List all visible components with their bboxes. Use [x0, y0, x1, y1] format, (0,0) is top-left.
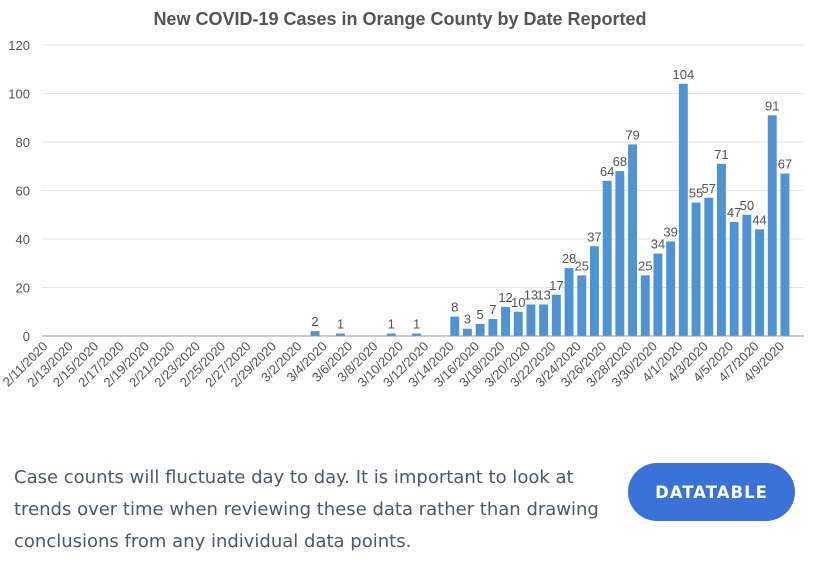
bar — [717, 163, 726, 336]
bars — [310, 83, 790, 336]
data-label: 91 — [765, 98, 779, 113]
y-tick-label: 80 — [16, 135, 30, 150]
data-label: 1 — [388, 317, 395, 332]
bar — [729, 222, 739, 336]
y-tick-label: 0 — [23, 329, 30, 344]
data-label: 25 — [575, 258, 589, 273]
bar — [386, 333, 396, 336]
data-label: 2 — [311, 314, 318, 329]
data-label: 50 — [740, 198, 754, 213]
data-label: 68 — [613, 154, 627, 169]
bar — [704, 197, 714, 336]
data-label: 12 — [498, 290, 512, 305]
y-tick-label: 120 — [8, 38, 30, 53]
bar — [628, 144, 637, 336]
data-label: 5 — [477, 307, 484, 322]
data-label: 55 — [689, 186, 703, 201]
bar-chart: New COVID-19 Cases in Orange County by D… — [0, 9, 804, 391]
data-label: 47 — [727, 205, 741, 220]
bar — [475, 323, 485, 336]
bar — [742, 214, 752, 336]
data-label: 57 — [702, 181, 716, 196]
bar — [450, 316, 460, 336]
data-label: 1 — [337, 317, 344, 332]
bar — [336, 333, 345, 336]
data-label: 34 — [651, 237, 665, 252]
y-tick-label: 100 — [8, 87, 30, 102]
data-label: 25 — [638, 258, 652, 273]
bar — [691, 202, 701, 336]
data-label: 13 — [536, 287, 550, 302]
bar — [501, 306, 510, 336]
y-tick-label: 60 — [16, 184, 30, 199]
bar — [640, 275, 650, 336]
chart-container: New COVID-19 Cases in Orange County by D… — [0, 9, 804, 391]
data-label: 44 — [752, 212, 766, 227]
bar — [488, 319, 498, 336]
bar — [615, 171, 625, 336]
data-labels: 2 1 1 183 5 712101313172825376468792534391045… — [311, 67, 792, 332]
bar — [666, 241, 676, 336]
gridlines — [42, 44, 804, 288]
chart-title: New COVID-19 Cases in Orange County by D… — [153, 9, 646, 29]
bar — [551, 294, 561, 336]
bar — [463, 328, 472, 336]
data-label: 8 — [451, 300, 458, 315]
data-label: 3 — [464, 312, 471, 327]
bar — [412, 333, 422, 336]
bar — [780, 173, 790, 336]
bar — [678, 83, 688, 336]
bar — [767, 115, 777, 336]
bar — [513, 311, 523, 336]
y-axis-ticks: 0 20 40 60 80 100 120 — [8, 38, 30, 344]
data-label: 37 — [587, 229, 601, 244]
bar — [590, 246, 599, 336]
bar — [310, 331, 320, 336]
data-label: 13 — [524, 287, 538, 302]
y-tick-label: 20 — [16, 281, 30, 296]
bar — [577, 275, 587, 336]
bar — [755, 229, 764, 336]
data-label: 28 — [562, 251, 576, 266]
bar — [526, 304, 536, 336]
x-axis-ticks: 2/11/20202/13/20202/15/20202/17/20202/19… — [0, 339, 787, 391]
bar — [602, 180, 612, 336]
data-label: 64 — [600, 164, 614, 179]
fluctuation-note: Case counts will fluctuate day to day. I… — [14, 467, 599, 552]
data-label: 7 — [489, 302, 496, 317]
datatable-button[interactable]: DATATABLE — [628, 463, 795, 521]
data-label: 10 — [511, 295, 525, 310]
data-label: 79 — [625, 127, 639, 142]
data-label: 71 — [714, 147, 728, 162]
bar — [653, 253, 663, 336]
data-label: 17 — [549, 278, 563, 293]
data-label: 67 — [778, 157, 792, 172]
bar — [564, 268, 574, 336]
y-tick-label: 40 — [16, 232, 30, 247]
bar — [539, 304, 549, 336]
data-label: 1 — [413, 317, 420, 332]
data-label: 104 — [672, 67, 694, 82]
data-label: 39 — [663, 224, 677, 239]
